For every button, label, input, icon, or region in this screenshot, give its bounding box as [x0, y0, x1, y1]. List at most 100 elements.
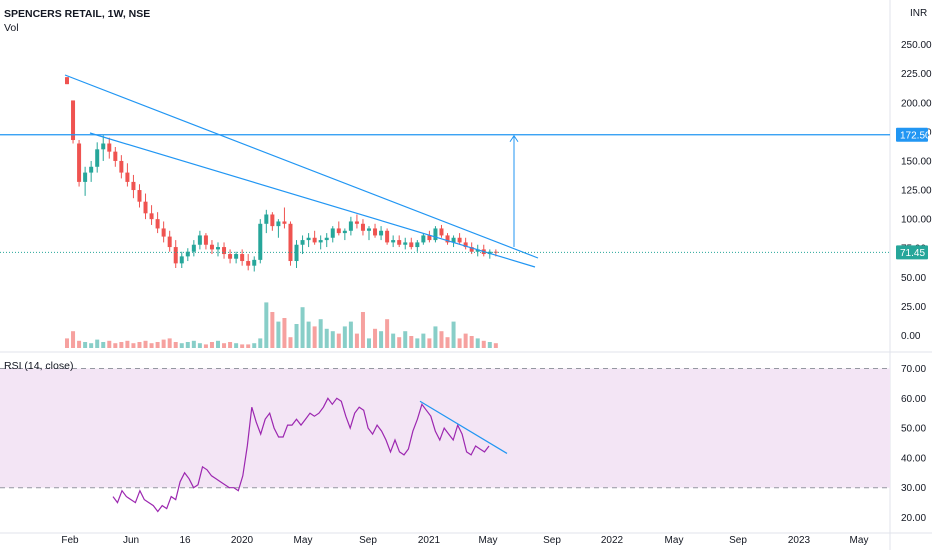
candle-body — [209, 244, 214, 250]
volume-bars — [65, 302, 498, 348]
candle-body — [451, 237, 456, 243]
volume-bar — [173, 342, 178, 348]
price-tick-label: 0.00 — [901, 331, 921, 342]
rsi-pane — [0, 368, 890, 489]
candle-body — [342, 230, 347, 234]
volume-bar — [264, 302, 269, 348]
time-tick-label: Jun — [123, 535, 139, 546]
time-tick-label: 2021 — [418, 535, 441, 546]
rsi-series — [112, 397, 508, 513]
candle-body — [391, 240, 396, 243]
price-tick-label: 150.00 — [901, 156, 932, 167]
candle-body — [179, 256, 184, 264]
volume-bar — [258, 338, 263, 348]
volume-bar — [373, 328, 378, 348]
candle-body — [101, 143, 106, 150]
candle-body — [258, 223, 263, 260]
volume-bar — [487, 342, 492, 348]
volume-bar — [330, 331, 335, 348]
price-tick-label: 50.00 — [901, 273, 926, 284]
time-tick-label: Sep — [729, 535, 747, 546]
candle-body — [403, 242, 408, 245]
volume-bar — [155, 342, 160, 348]
price-tick-label: 250.00 — [901, 40, 932, 51]
current-price-tag: 71.45 — [900, 248, 925, 259]
candle-body — [89, 166, 94, 173]
volume-bar — [234, 343, 239, 348]
volume-bar — [312, 326, 317, 348]
time-tick-label: May — [479, 535, 498, 546]
candle-body — [421, 235, 426, 243]
volume-bar — [457, 338, 462, 348]
price-tick-label: 200.00 — [901, 98, 932, 109]
candle-body — [197, 235, 202, 245]
time-tick-label: 2023 — [788, 535, 811, 546]
volume-bar — [282, 318, 287, 348]
candle-body — [119, 160, 124, 173]
candle-body — [270, 214, 275, 227]
target-arrow-head — [509, 134, 519, 143]
trendline-outer — [64, 74, 539, 259]
candle-body — [240, 254, 245, 262]
price-tick-label: 125.00 — [901, 186, 932, 197]
candle-body — [318, 240, 323, 243]
time-tick-label: 2022 — [601, 535, 624, 546]
time-tick-label: May — [850, 535, 869, 546]
volume-bar — [222, 343, 227, 348]
volume-bar — [348, 321, 353, 348]
candle-body — [252, 259, 257, 266]
candle-body — [107, 143, 112, 152]
rsi-title: RSI (14, close) — [4, 360, 73, 372]
candle-body — [71, 100, 76, 141]
level-price-tag: 172.50 — [900, 130, 931, 141]
volume-bar — [415, 338, 420, 348]
candle-body — [427, 235, 432, 241]
price-pane-bg — [0, 0, 932, 352]
volume-bar — [463, 333, 468, 348]
rsi-tick-label: 50.00 — [901, 424, 926, 435]
volume-bar — [185, 342, 190, 348]
volume-bar — [421, 333, 426, 348]
volume-bar — [360, 312, 365, 348]
trendline-inner — [89, 132, 536, 268]
candle-body — [348, 221, 353, 231]
volume-bar — [137, 342, 142, 348]
drawing-overlays — [0, 74, 890, 268]
time-tick-label: Sep — [359, 535, 377, 546]
volume-bar — [294, 324, 299, 348]
volume-bar — [451, 321, 456, 348]
volume-bar — [391, 333, 396, 348]
time-tick-label: 16 — [179, 535, 191, 546]
price-tick-label: 225.00 — [901, 69, 932, 80]
candle-body — [288, 223, 293, 262]
candle-body — [155, 219, 160, 229]
volume-bar — [475, 338, 480, 348]
rsi-tick-label: 70.00 — [901, 364, 926, 375]
candle-body — [167, 236, 172, 248]
volume-bar — [77, 340, 82, 348]
rsi-line — [112, 397, 490, 513]
volume-bar — [131, 343, 136, 348]
time-tick-label: May — [294, 535, 313, 546]
candle-body — [312, 237, 317, 243]
candle-body — [397, 240, 402, 245]
candle-body — [457, 237, 462, 243]
rsi-band — [0, 368, 890, 488]
candle-body — [282, 221, 287, 224]
volume-bar — [300, 307, 305, 348]
candle-body — [95, 149, 100, 167]
candle-body — [379, 230, 384, 236]
volume-bar — [469, 336, 474, 348]
candle-body — [306, 237, 311, 241]
volume-bar — [336, 333, 341, 348]
volume-bar — [367, 338, 371, 348]
rsi-tick-label: 40.00 — [901, 453, 926, 464]
volume-bar — [342, 326, 347, 348]
candle-body — [475, 249, 480, 252]
symbol-title: SPENCERS RETAIL, 1W, NSE — [4, 8, 150, 20]
candle-body — [234, 254, 239, 259]
time-tick-label: Sep — [543, 535, 561, 546]
candle-body — [415, 242, 420, 248]
volume-bar — [113, 343, 118, 348]
